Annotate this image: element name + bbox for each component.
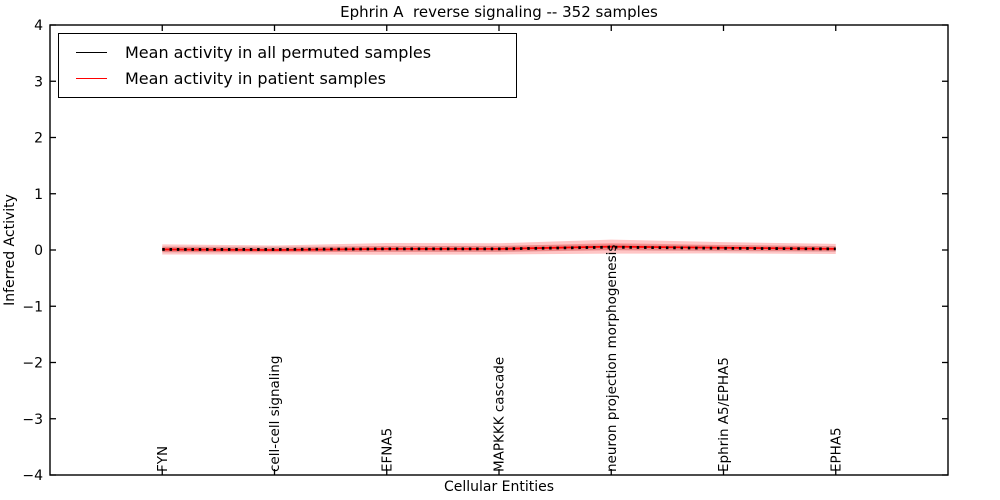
tick-marks <box>50 24 948 476</box>
y-tick-label: −2 <box>22 356 43 372</box>
x-tick-label: MAPKKK cascade <box>492 357 508 472</box>
legend-label-patient: Mean activity in patient samples <box>125 68 386 88</box>
x-tick-label: cell-cell signaling <box>267 356 283 472</box>
y-tick-label: −1 <box>22 299 43 315</box>
y-tick-label: −3 <box>22 412 43 428</box>
tick-labels: −4 −3 −2 −1 0 1 2 3 4 FYN cell-cell signaling EFNA5… <box>22 18 844 484</box>
x-tick-label: EPHA5 <box>828 427 844 472</box>
y-axis-label: Inferred Activity <box>2 194 18 306</box>
y-tick-label: −4 <box>22 468 43 484</box>
legend-item-permuted: Mean activity in all permuted samples <box>59 43 516 62</box>
y-tick-label: 1 <box>34 187 43 203</box>
x-tick-label: EFNA5 <box>379 428 395 472</box>
legend-item-patient: Mean activity in patient samples <box>59 69 516 88</box>
black-line-swatch-icon <box>76 52 107 54</box>
x-tick-label: FYN <box>155 446 171 472</box>
chart-title: Ephrin A reverse signaling -- 352 sample… <box>340 3 658 21</box>
x-tick-label: Ephrin A5/EPHA5 <box>716 357 732 472</box>
patient-std-band-outer <box>162 239 836 255</box>
legend-label-permuted: Mean activity in all permuted samples <box>125 43 432 63</box>
series-lines <box>162 245 836 251</box>
y-tick-label: 3 <box>34 74 43 90</box>
y-tick-label: 0 <box>34 243 43 259</box>
y-tick-label: 4 <box>34 18 43 34</box>
legend: Mean activity in all permuted samples Me… <box>58 33 517 98</box>
x-axis-label: Cellular Entities <box>444 479 554 495</box>
y-tick-label: 2 <box>34 131 43 147</box>
permuted-mean-line <box>162 245 836 251</box>
x-tick-label: neuron projection morphogenesis <box>604 245 620 472</box>
red-line-swatch-icon <box>76 77 107 79</box>
